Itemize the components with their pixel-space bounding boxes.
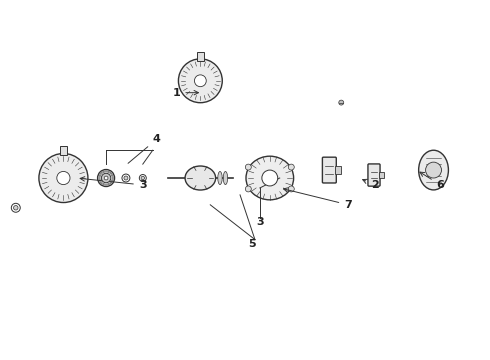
Circle shape xyxy=(141,176,145,180)
Circle shape xyxy=(139,175,147,181)
Bar xyxy=(60,146,67,156)
Circle shape xyxy=(288,164,294,170)
Bar xyxy=(379,172,384,179)
Text: 6: 6 xyxy=(420,172,444,190)
Circle shape xyxy=(339,100,343,105)
Circle shape xyxy=(262,170,278,186)
Ellipse shape xyxy=(39,153,88,203)
FancyBboxPatch shape xyxy=(368,164,380,186)
Circle shape xyxy=(14,206,18,210)
Text: 1: 1 xyxy=(172,87,198,98)
Circle shape xyxy=(122,174,130,182)
Ellipse shape xyxy=(246,156,294,200)
Bar xyxy=(197,52,204,60)
Text: 3: 3 xyxy=(256,217,264,227)
Circle shape xyxy=(104,176,108,180)
Circle shape xyxy=(11,203,20,212)
Ellipse shape xyxy=(418,150,448,190)
FancyBboxPatch shape xyxy=(322,157,336,183)
Text: 5: 5 xyxy=(248,239,256,249)
Circle shape xyxy=(98,170,115,186)
Circle shape xyxy=(426,162,441,178)
Circle shape xyxy=(245,186,251,192)
Circle shape xyxy=(288,186,294,192)
Text: 4: 4 xyxy=(128,134,161,163)
Text: 7: 7 xyxy=(284,188,352,210)
Text: 2: 2 xyxy=(363,179,379,190)
Circle shape xyxy=(245,164,251,170)
Ellipse shape xyxy=(185,166,216,190)
Ellipse shape xyxy=(218,171,222,185)
Circle shape xyxy=(101,173,111,183)
Circle shape xyxy=(57,171,70,185)
Ellipse shape xyxy=(178,59,222,103)
Text: 3: 3 xyxy=(80,177,147,190)
Circle shape xyxy=(195,75,206,87)
Circle shape xyxy=(124,176,128,180)
Bar xyxy=(335,166,341,174)
Ellipse shape xyxy=(223,171,228,185)
